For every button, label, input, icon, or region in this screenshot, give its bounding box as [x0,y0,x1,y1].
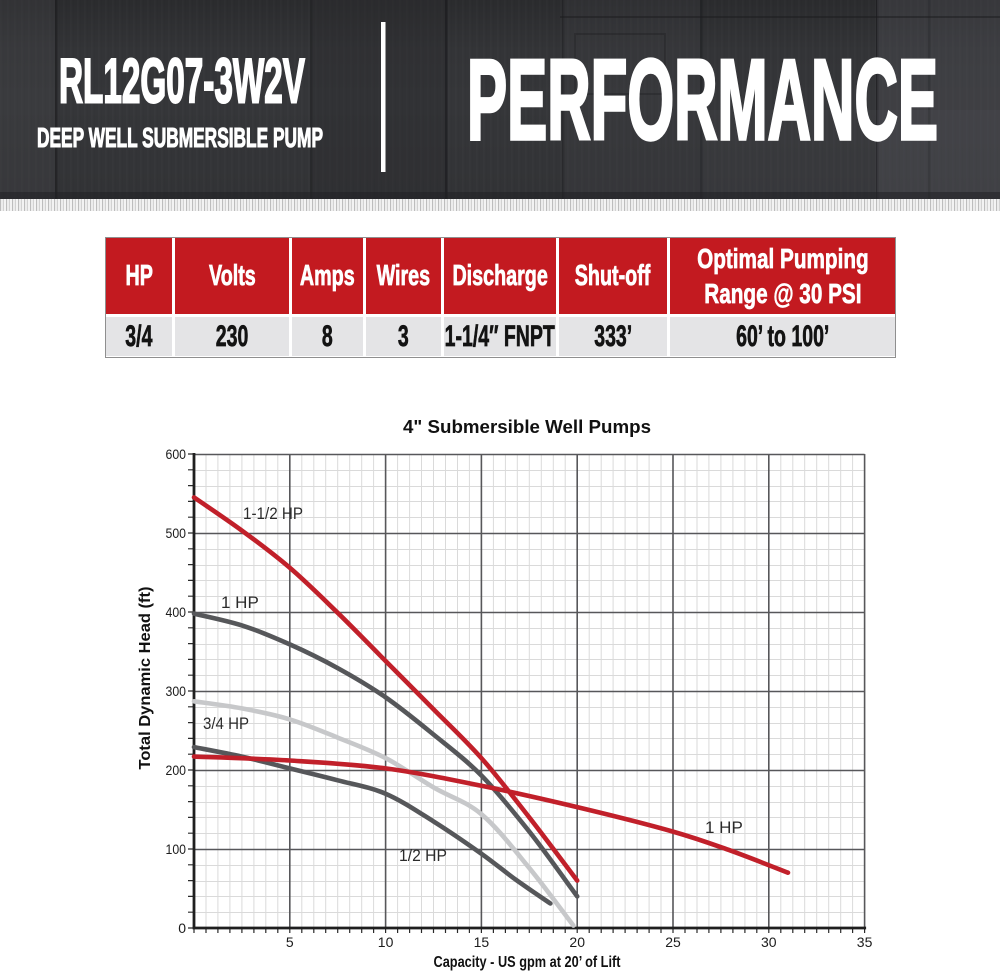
svg-text:1/2 HP: 1/2 HP [399,846,447,865]
svg-text:PERFORMANCE: PERFORMANCE [467,37,938,164]
svg-text:DEEP WELL SUBMERSIBLE PUMP: DEEP WELL SUBMERSIBLE PUMP [37,122,323,153]
svg-text:35: 35 [857,934,873,950]
svg-text:15: 15 [474,934,490,950]
svg-text:500: 500 [166,525,187,541]
svg-text:25: 25 [665,934,681,950]
svg-text:1 HP: 1 HP [221,593,259,612]
svg-text:4" Submersible Well Pumps: 4" Submersible Well Pumps [403,416,651,437]
svg-text:5: 5 [286,934,294,950]
svg-text:30: 30 [761,934,777,950]
svg-text:10: 10 [378,934,394,950]
svg-text:100: 100 [166,841,187,857]
svg-text:400: 400 [166,604,187,620]
svg-text:1 HP: 1 HP [705,818,743,837]
svg-text:0: 0 [178,920,186,936]
svg-text:3/4 HP: 3/4 HP [203,714,249,733]
svg-text:600: 600 [166,446,187,462]
svg-text:RL12G07-3W2V: RL12G07-3W2V [59,47,305,117]
svg-text:Total Dynamic Head (ft): Total Dynamic Head (ft) [137,587,154,770]
svg-text:300: 300 [166,683,187,699]
svg-text:1-1/2 HP: 1-1/2 HP [243,504,303,523]
svg-text:200: 200 [166,762,187,778]
svg-text:Capacity - US gpm at 20’ of Li: Capacity - US gpm at 20’ of Lift [434,954,621,971]
svg-text:20: 20 [569,934,585,950]
